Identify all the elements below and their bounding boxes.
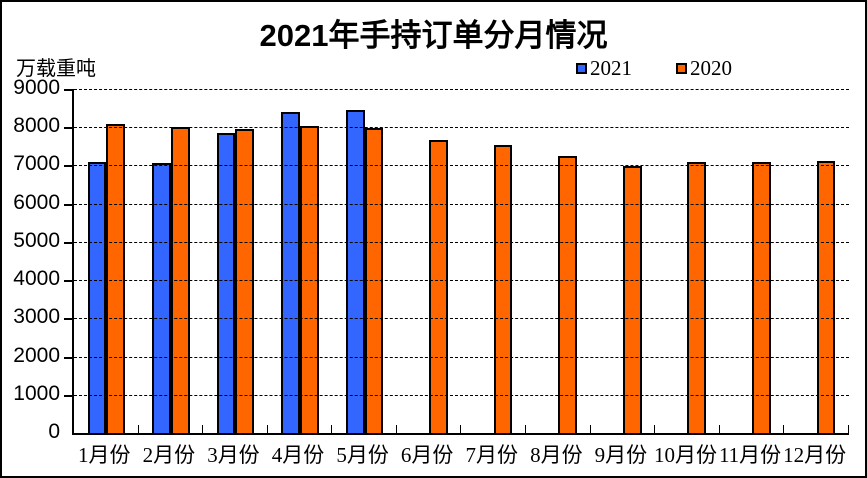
x-axis-label-4月份: 4月份 [271,443,325,467]
x-axis-label-8月份: 8月份 [530,443,583,467]
x-axis-label-5月份: 5月份 [336,443,389,467]
category-2月份 [139,89,204,433]
y-axis-tick [64,203,72,206]
gridline-6000 [74,203,849,205]
gridline-7000 [74,165,849,167]
category-row [74,89,849,433]
gridline-2000 [74,356,849,358]
bar-2021-4月份 [281,112,300,433]
bar-2021-3月份 [216,133,236,433]
bar-2020-8月份 [558,156,578,433]
x-axis-label-7月份: 7月份 [465,443,519,467]
y-axis-label-4000: 4000 [13,267,60,291]
bar-2020-4月份 [300,126,319,433]
legend-item-2020: 2020 [676,56,732,81]
x-axis-tick [395,425,397,433]
bar-2020-6月份 [429,140,448,433]
x-axis-tick [137,425,139,433]
y-axis-label-8000: 8000 [13,114,60,138]
category-8月份 [526,89,591,433]
x-axis-label-2月份: 2月份 [142,443,196,467]
category-10月份 [655,89,720,433]
bar-2021-1月份 [87,162,107,433]
y-axis-tick [64,127,72,130]
bar-2021-5月份 [345,110,365,433]
gridline-3000 [74,318,849,320]
y-axis-tick [64,394,72,397]
x-axis-tick [718,425,720,433]
x-axis-labels: 1月份 2月份 3月份 4月份 5月份 6月份 7月份 8月份 9月份 10月份 11月份 12月份 [72,439,847,469]
x-axis-tick [202,425,204,433]
x-axis-label-10月份: 10月份 [653,443,717,467]
x-axis-label-6月份: 6月份 [400,443,454,467]
y-axis-label-5000: 5000 [13,228,60,252]
y-axis-tick [64,280,72,283]
y-axis-label-0: 0 [48,420,60,443]
category-3月份 [203,89,268,433]
y-axis-label-7000: 7000 [13,152,60,176]
bar-2020-1月份 [106,124,125,433]
bar-2020-11月份 [752,162,771,433]
x-axis-tick [525,425,527,433]
legend-label-2020: 2020 [690,56,732,80]
x-axis-tick [847,425,849,433]
gridline-1000 [74,394,849,396]
gridline-9000 [74,89,849,90]
x-axis-label-3月份: 3月份 [207,443,260,467]
y-axis-tick [64,318,72,321]
x-axis-label-12月份: 12月份 [783,443,847,467]
category-9月份 [591,89,656,433]
x-axis-tick [783,425,785,433]
x-axis-label-11月份: 11月份 [718,443,782,467]
plot-area [64,89,849,435]
category-11月份 [720,89,785,433]
y-axis-label-3000: 3000 [13,305,60,329]
x-axis-label-1月份: 1月份 [78,443,131,467]
chart-title: 2021年手持订单分月情况 [259,18,608,53]
y-axis-tick [64,241,72,244]
y-axis-label-6000: 6000 [13,190,60,214]
x-axis-label-9月份: 9月份 [594,443,648,467]
y-axis-label-2000: 2000 [13,343,60,367]
y-axis-tick [64,165,72,168]
gridline-8000 [74,127,849,129]
legend-label-2021: 2021 [590,56,632,80]
x-axis-tick [460,425,462,433]
x-axis-tick [331,425,333,433]
legend: 2021 2020 [576,56,732,81]
y-axis-tick [64,356,72,359]
category-4月份 [268,89,333,433]
legend-swatch-2020-icon [676,63,687,74]
y-axis-label-1000: 1000 [13,381,60,405]
y-axis-label-9000: 9000 [13,76,60,99]
legend-swatch-2021-icon [576,63,587,74]
legend-item-2021: 2021 [576,56,632,81]
gridline-5000 [74,241,849,243]
x-axis-tick [266,425,268,433]
y-axis-unit-label: 万载重吨 [16,58,96,80]
gridline-4000 [74,280,849,282]
category-12月份 [784,89,849,433]
bar-2020-12月份 [816,161,836,433]
y-axis-tick [64,89,72,91]
bar-2020-10月份 [687,162,707,433]
category-7月份 [461,89,527,433]
x-axis-tick [589,425,591,433]
bar-2020-7月份 [493,145,513,433]
category-6月份 [397,89,462,433]
bar-2021-2月份 [152,163,171,433]
category-1月份 [74,89,139,433]
x-axis-tick [654,425,656,433]
category-5月份 [332,89,397,433]
bar-2020-9月份 [622,166,642,433]
